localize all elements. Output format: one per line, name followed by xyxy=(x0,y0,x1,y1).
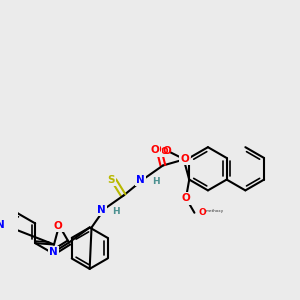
Text: O: O xyxy=(162,146,171,156)
Text: O: O xyxy=(150,146,159,155)
Text: N: N xyxy=(49,247,58,257)
Text: O: O xyxy=(160,147,168,156)
Text: O: O xyxy=(54,221,63,231)
Text: S: S xyxy=(107,175,115,184)
Text: N: N xyxy=(97,205,106,215)
Text: O: O xyxy=(182,193,190,203)
Text: methoxy: methoxy xyxy=(206,209,224,213)
Text: H: H xyxy=(112,207,120,216)
Text: N: N xyxy=(136,175,145,184)
Text: O: O xyxy=(180,154,189,164)
Text: O: O xyxy=(152,145,161,154)
Text: H: H xyxy=(152,177,159,186)
Text: O: O xyxy=(198,208,206,217)
Text: N: N xyxy=(0,220,5,230)
Text: O: O xyxy=(181,154,190,164)
